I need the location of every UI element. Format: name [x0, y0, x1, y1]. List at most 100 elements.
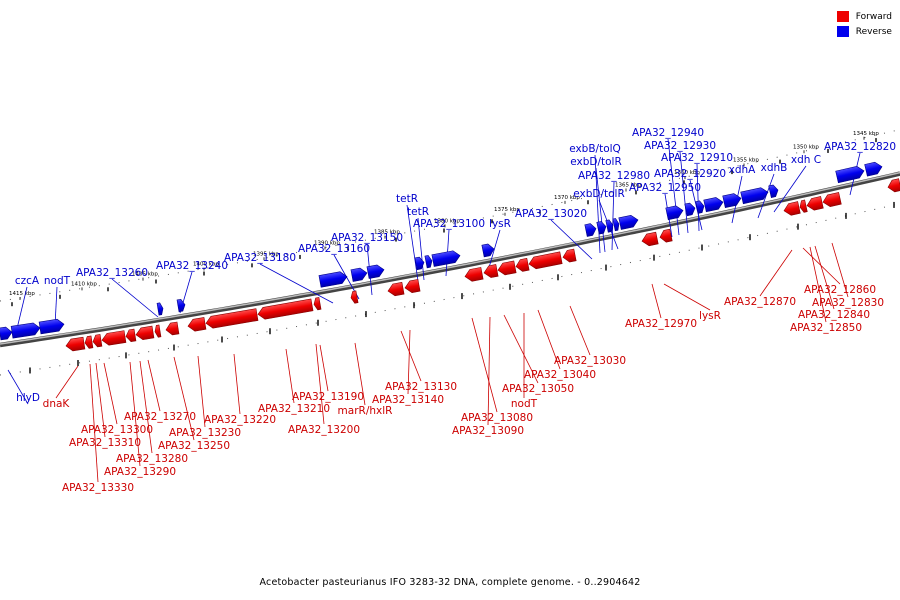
reverse-gene-label-xdh-c-23: xdh C — [791, 154, 821, 166]
reverse-gene-label-apa32-13240-3: APA32_13240 — [156, 260, 228, 272]
leader-line — [129, 361, 141, 467]
leader-line — [689, 179, 703, 231]
gene-shape — [695, 200, 705, 214]
leader-line — [809, 246, 827, 323]
leader-line — [406, 204, 419, 282]
leader-line — [197, 355, 206, 428]
reverse-gene-arrow-0 — [0, 326, 13, 341]
forward-gene-arrow-0 — [65, 336, 86, 352]
leader-line — [487, 229, 501, 272]
reverse-gene-arrow-1 — [10, 322, 41, 339]
leader-line — [285, 348, 295, 404]
gene-shape — [165, 321, 180, 336]
leader-line — [759, 249, 793, 297]
leader-line — [802, 247, 841, 285]
gene-shape — [497, 260, 517, 276]
reverse-gene-arrow-21 — [722, 193, 742, 209]
reverse-gene-arrow-2 — [38, 318, 65, 335]
leader-line — [354, 342, 366, 406]
reverse-gene-arrow-11 — [481, 243, 495, 258]
gene-shape — [528, 251, 563, 270]
leader-line — [315, 343, 325, 425]
genome-backbone — [0, 171, 900, 348]
leader-line — [814, 245, 835, 310]
legend-forward-label: Forward — [855, 11, 892, 22]
reverse-gene-label-apa32-13100-9: APA32_13100 — [413, 218, 485, 230]
forward-gene-arrow-4 — [125, 328, 137, 343]
reverse-gene-arrow-22 — [740, 187, 769, 205]
forward-gene-label-apa32-13140-14: APA32_13140 — [372, 394, 444, 406]
leader-line — [259, 263, 334, 304]
gene-shape — [101, 330, 127, 346]
reverse-gene-arrow-10 — [431, 250, 461, 267]
reverse-gene-arrow-16 — [618, 214, 639, 230]
legend-reverse-label: Reverse — [855, 26, 892, 37]
reverse-gene-arrow-23 — [768, 184, 779, 198]
reverse-gene-arrow-6 — [350, 267, 368, 282]
gene-shape — [187, 317, 207, 332]
forward-gene-arrow-2 — [92, 334, 103, 348]
forward-gene-label-lysr-23: lysR — [699, 310, 721, 322]
reverse-gene-arrow-12 — [584, 223, 597, 237]
forward-gene-arrow-22 — [659, 228, 673, 243]
forward-gene-arrow-8 — [187, 317, 207, 332]
forward-gene-arrow-6 — [154, 324, 162, 338]
scale-label: 1395 kbp — [253, 251, 279, 257]
legend-forward: Forward — [836, 9, 892, 24]
forward-gene-label-apa32-12850-26: APA32_12850 — [790, 322, 862, 334]
leader-line — [595, 167, 606, 253]
scale-label: 1375 kbp — [494, 207, 520, 213]
forward-gene-label-apa32-13230-8: APA32_13230 — [169, 427, 241, 439]
leader-line — [667, 138, 680, 236]
leader-line — [757, 173, 775, 219]
gene-shape — [0, 326, 13, 341]
reverse-gene-label-apa32-12930-17: APA32_12930 — [644, 140, 716, 152]
forward-gene-label-apa32-12970-22: APA32_12970 — [625, 318, 697, 330]
gene-shape — [596, 221, 607, 235]
gene-shape — [10, 322, 41, 339]
gene-shape — [38, 318, 65, 335]
forward-gene-arrow-21 — [641, 231, 659, 247]
gene-shape — [806, 196, 824, 211]
gene-shape — [605, 219, 614, 233]
reverse-gene-arrow-14 — [605, 219, 614, 233]
forward-gene-label-apa32-13270-6: APA32_13270 — [124, 411, 196, 423]
gene-shape — [125, 328, 137, 343]
leader-line — [103, 362, 118, 425]
figure-caption: Acetobacter pasteurianus IFO 3283-32 DNA… — [259, 577, 641, 588]
leader-line — [400, 330, 422, 382]
leader-line — [503, 314, 539, 384]
gene-shape — [641, 231, 659, 247]
gene-shape — [135, 325, 155, 341]
leader-line — [611, 181, 615, 251]
gene-shape — [84, 335, 94, 349]
forward-gene-label-apa32-13200-11: APA32_13200 — [288, 424, 360, 436]
reverse-gene-label-apa32-13160-5: APA32_13160 — [298, 243, 370, 255]
leader-line — [173, 356, 195, 441]
reverse-gene-label-tetr-8: tetR — [407, 206, 429, 218]
forward-gene-arrow-19 — [528, 251, 563, 270]
gene-shape — [350, 290, 359, 304]
gene-shape — [584, 223, 597, 237]
reverse-gene-label-hlyd-25: hlyD — [16, 392, 40, 404]
gene-shape — [65, 336, 86, 352]
reverse-gene-label-apa32-12940-16: APA32_12940 — [632, 127, 704, 139]
scale-label: 1405 kbp — [132, 272, 158, 278]
leader-line — [594, 154, 601, 254]
forward-gene-arrow-1 — [84, 335, 94, 349]
reverse-gene-label-nodt-1: nodT — [44, 275, 71, 287]
gene-shape — [424, 255, 433, 269]
gene-shape — [722, 193, 742, 209]
gene-shape — [684, 202, 696, 217]
gene-shape — [659, 228, 673, 243]
gene-shape — [703, 197, 724, 213]
reverse-gene-label-apa32-12820-24: APA32_12820 — [824, 141, 896, 153]
forward-gene-arrow-15 — [464, 267, 484, 282]
forward-gene-label-apa32-13050-18: APA32_13050 — [502, 383, 574, 395]
reverse-gene-arrow-7 — [366, 264, 385, 279]
scale-label: 1380 kbp — [434, 218, 460, 224]
forward-gene-label-apa32-12840-27: APA32_12840 — [798, 309, 870, 321]
gene-shape — [257, 298, 314, 320]
leader-line — [55, 365, 79, 399]
